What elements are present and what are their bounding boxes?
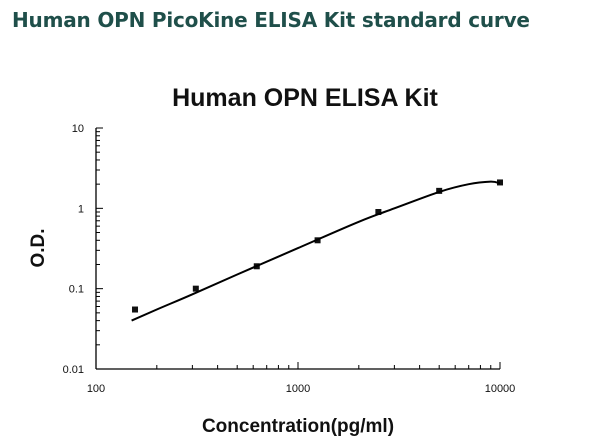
- data-point: [132, 306, 139, 313]
- y-tick-label: 1: [78, 203, 84, 215]
- y-tick-label: 0.1: [69, 284, 84, 296]
- page-title: Human OPN PicoKine ELISA Kit standard cu…: [12, 8, 530, 32]
- x-tick-label: 1000: [286, 383, 310, 395]
- fit-curve-line: [131, 180, 501, 322]
- y-axis-label: O.D.: [28, 228, 49, 267]
- y-tick-label: 0.01: [63, 364, 84, 376]
- x-axis-label: Concentration(pg/ml): [202, 416, 394, 437]
- x-tick-label: 100: [87, 383, 105, 395]
- x-tick-label: 10000: [485, 383, 516, 395]
- data-point: [375, 209, 382, 216]
- chart-title: Human OPN ELISA Kit: [172, 84, 438, 112]
- chart-series: [131, 179, 503, 322]
- y-tick-label: 10: [72, 123, 84, 135]
- data-point: [192, 285, 199, 292]
